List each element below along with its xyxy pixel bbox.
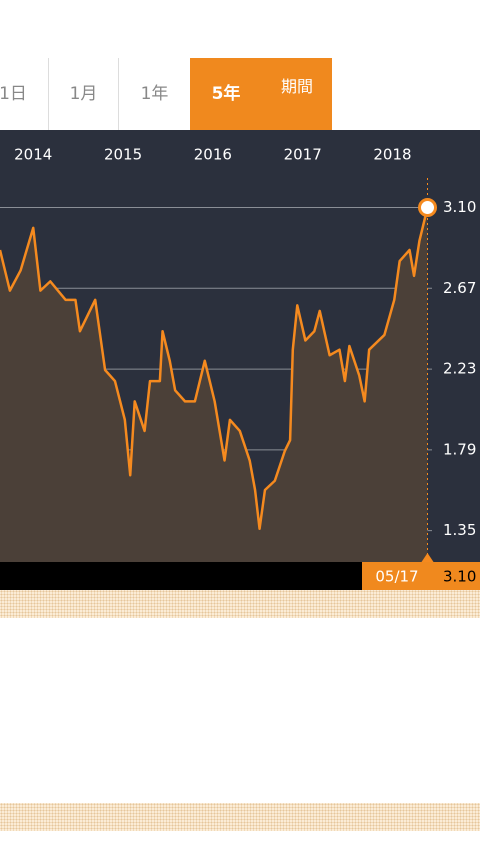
tab[interactable]: 1月: [48, 58, 118, 130]
y-tick-label: 3.10: [443, 198, 476, 216]
chart: 05/17 3.10 1.35 1.79 2.23 2.67 3.10 2014 2015 2…: [0, 130, 480, 590]
y-tick-label: 2.67: [443, 279, 476, 297]
tab[interactable]: 1日: [0, 58, 48, 130]
x-tick-label: 2016: [194, 146, 232, 164]
y-tick-label: 2.23: [443, 360, 476, 378]
x-tick-label: 2015: [104, 146, 142, 164]
period-tabs: 1日 1月 1年 5年 期間: [0, 58, 480, 138]
footer-highlight: [362, 562, 480, 590]
latest-point: [418, 198, 438, 218]
x-tick-label: 2017: [284, 146, 322, 164]
tab[interactable]: 期間: [262, 58, 332, 130]
latest-value: 3.10: [443, 568, 476, 586]
y-tick-label: 1.79: [443, 440, 476, 458]
pattern-band: [0, 590, 480, 618]
pattern-band: [0, 803, 480, 831]
y-tick-label: 1.35: [443, 521, 476, 539]
latest-date: 05/17: [375, 568, 418, 586]
x-tick-label: 2014: [14, 146, 52, 164]
tab-selected[interactable]: 5年: [190, 58, 262, 130]
tab[interactable]: 1年: [118, 58, 190, 130]
x-tick-label: 2018: [373, 146, 411, 164]
area: [0, 207, 428, 562]
price-line: [0, 207, 429, 531]
latest-pointer: [421, 553, 434, 562]
